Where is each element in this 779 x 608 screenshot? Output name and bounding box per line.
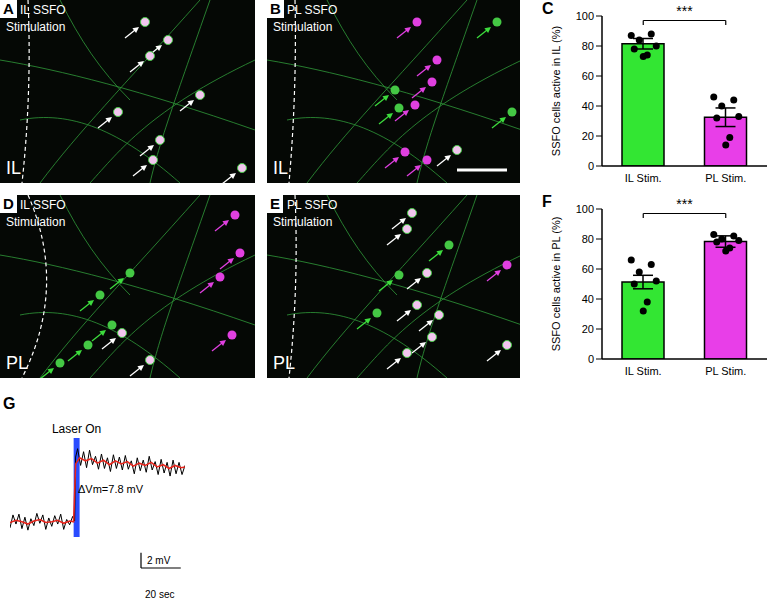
html-text:Stimulation: Stimulation [6, 215, 66, 229]
svg-text:SSFO cells active in PL (%): SSFO cells active in PL (%) [550, 217, 562, 352]
svg-text:***: *** [676, 196, 693, 212]
html-text:PL: PL [6, 353, 28, 373]
svg-text:IL Stim.: IL Stim. [625, 172, 662, 184]
html-text:ΔVm=7.8 mV: ΔVm=7.8 mV [78, 483, 144, 495]
html-text:IL: IL [6, 158, 21, 178]
svg-text:100: 100 [576, 203, 594, 215]
html-text:D: D [3, 195, 14, 212]
svg-text:20 sec: 20 sec [145, 589, 174, 600]
html-text:Stimulation: Stimulation [6, 20, 66, 34]
svg-text:Laser On: Laser On [52, 422, 101, 436]
svg-text:80: 80 [582, 233, 594, 245]
svg-text:100: 100 [576, 10, 594, 22]
svg-text:***: *** [676, 3, 693, 19]
html-text:C: C [542, 0, 554, 17]
html-text:Stimulation: Stimulation [273, 215, 333, 229]
html-text:IL SSFO: IL SSFO [20, 198, 66, 212]
html-text:PL: PL [273, 353, 295, 373]
svg-text:0: 0 [588, 353, 594, 365]
svg-text:IL Stim.: IL Stim. [625, 365, 662, 377]
svg-text:40: 40 [582, 293, 594, 305]
svg-text:20: 20 [582, 130, 594, 142]
html-text:Stimulation: Stimulation [273, 20, 333, 34]
svg-text:20: 20 [582, 323, 594, 335]
svg-text:0: 0 [588, 160, 594, 172]
svg-text:60: 60 [582, 70, 594, 82]
svg-text:PL Stim.: PL Stim. [705, 172, 746, 184]
html-text:IL: IL [273, 158, 288, 178]
html-text:B: B [270, 0, 281, 17]
html-text:A: A [3, 0, 14, 17]
svg-text:80: 80 [582, 40, 594, 52]
html-text:PL SSFO: PL SSFO [287, 198, 338, 212]
svg-text:PL Stim.: PL Stim. [705, 365, 746, 377]
html-text:F: F [542, 193, 552, 210]
svg-text:2 mV: 2 mV [147, 555, 171, 566]
html-text:G: G [3, 395, 16, 412]
html-text:IL SSFO: IL SSFO [20, 3, 66, 17]
svg-text:60: 60 [582, 263, 594, 275]
svg-text:40: 40 [582, 100, 594, 112]
html-text:PL SSFO: PL SSFO [287, 3, 338, 17]
svg-text:SSFO cells active in IL (%): SSFO cells active in IL (%) [550, 26, 562, 156]
html-text:E: E [270, 195, 280, 212]
